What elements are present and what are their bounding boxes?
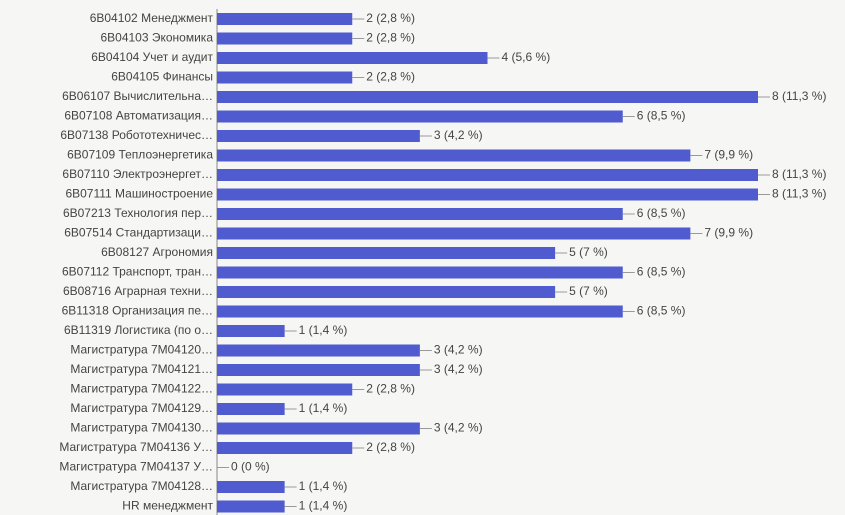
value-label: 5 (7 %) bbox=[569, 245, 608, 259]
bar bbox=[217, 227, 691, 240]
value-label: 6 (8,5 %) bbox=[637, 109, 686, 123]
category-label: Магистратура 7M04136 У… bbox=[59, 440, 213, 454]
bar bbox=[217, 481, 285, 493]
value-label: 6 (8,5 %) bbox=[637, 265, 686, 279]
value-label: 3 (4,2 %) bbox=[434, 362, 483, 376]
value-label: 2 (2,8 %) bbox=[366, 70, 415, 84]
value-label: 3 (4,2 %) bbox=[434, 421, 483, 435]
bar bbox=[217, 364, 420, 376]
value-label: 3 (4,2 %) bbox=[434, 128, 483, 142]
category-label: Магистратура 7M04130… bbox=[70, 421, 213, 435]
value-label: 0 (0 %) bbox=[231, 460, 270, 474]
value-label: 1 (1,4 %) bbox=[299, 499, 348, 513]
category-label: Магистратура 7M04129… bbox=[70, 401, 213, 415]
bar bbox=[217, 325, 285, 337]
value-label: 2 (2,8 %) bbox=[366, 382, 415, 396]
category-label: 6B07112 Транспорт, тран… bbox=[62, 265, 213, 279]
bar bbox=[217, 208, 623, 220]
category-label: 6B07108 Автоматизация… bbox=[64, 109, 213, 123]
value-label: 2 (2,8 %) bbox=[366, 31, 415, 45]
bar bbox=[217, 71, 353, 84]
category-label: Магистратура 7M04121… bbox=[70, 362, 213, 376]
category-label: Магистратура 7M04128… bbox=[70, 479, 213, 493]
value-label: 1 (1,4 %) bbox=[299, 323, 348, 337]
category-label: HR менеджмент bbox=[122, 499, 213, 513]
value-label: 6 (8,5 %) bbox=[637, 206, 686, 220]
category-label: Магистратура 7M04122… bbox=[70, 382, 213, 396]
bar bbox=[217, 13, 353, 25]
value-label: 8 (11,3 %) bbox=[772, 167, 826, 181]
category-label: 6B06107 Вычислительна… bbox=[62, 89, 213, 103]
bar bbox=[217, 383, 353, 396]
category-label: 6B04105 Финансы bbox=[111, 70, 213, 84]
bar bbox=[217, 422, 420, 435]
bar bbox=[217, 344, 420, 357]
category-label: 6B07213 Технология пер… bbox=[63, 206, 213, 220]
value-label: 4 (5,6 %) bbox=[502, 50, 551, 64]
bar bbox=[217, 188, 758, 201]
value-label: 3 (4,2 %) bbox=[434, 343, 483, 357]
bar bbox=[217, 403, 285, 415]
bar bbox=[217, 500, 285, 513]
bar bbox=[217, 247, 556, 259]
bar bbox=[217, 110, 623, 123]
bar bbox=[217, 130, 420, 142]
bar bbox=[217, 305, 623, 318]
value-label: 7 (9,9 %) bbox=[704, 148, 753, 162]
value-label: 2 (2,8 %) bbox=[366, 11, 415, 25]
category-label: 6B04103 Экономика bbox=[100, 31, 213, 45]
category-label: 6B11318 Организация пе… bbox=[62, 304, 213, 318]
bar bbox=[217, 32, 353, 45]
bar bbox=[217, 169, 758, 181]
value-label: 5 (7 %) bbox=[569, 284, 608, 298]
bar bbox=[217, 286, 556, 298]
category-label: 6B07111 Машиностроение bbox=[65, 187, 213, 201]
value-label: 8 (11,3 %) bbox=[772, 89, 826, 103]
bar bbox=[217, 52, 488, 64]
category-label: 6B07138 Робототехничес… bbox=[60, 128, 213, 142]
bar bbox=[217, 442, 353, 454]
category-label: 6B07514 Стандартизаци… bbox=[64, 226, 213, 240]
category-label: 6B04104 Учет и аудит bbox=[91, 50, 213, 64]
bar bbox=[217, 266, 623, 279]
value-label: 2 (2,8 %) bbox=[366, 440, 415, 454]
category-label: Магистратура 7M04137 У… bbox=[59, 460, 213, 474]
category-label: 6B04102 Менеджмент bbox=[90, 11, 214, 25]
value-label: 1 (1,4 %) bbox=[299, 401, 348, 415]
value-label: 6 (8,5 %) bbox=[637, 304, 686, 318]
value-label: 1 (1,4 %) bbox=[299, 479, 348, 493]
bar bbox=[217, 91, 758, 103]
category-label: 6B11319 Логистика (по о… bbox=[64, 323, 213, 337]
category-label: 6B07110 Электроэнергет… bbox=[62, 167, 213, 181]
value-label: 7 (9,9 %) bbox=[704, 226, 753, 240]
category-label: 6B08127 Агрономия bbox=[101, 245, 213, 259]
value-label: 8 (11,3 %) bbox=[772, 187, 826, 201]
category-label: Магистратура 7M04120… bbox=[70, 343, 213, 357]
category-label: 6B08716 Аграрная техни… bbox=[63, 284, 213, 298]
bar bbox=[217, 149, 691, 162]
category-label: 6B07109 Теплоэнергетика bbox=[67, 148, 213, 162]
